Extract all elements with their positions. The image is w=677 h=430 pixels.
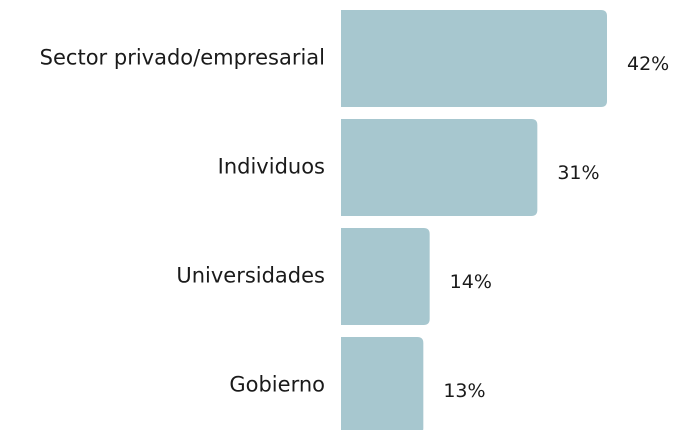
value-label: 13%: [443, 380, 485, 402]
value-label: 42%: [627, 53, 669, 75]
category-label: Gobierno: [229, 373, 325, 397]
bar: [341, 337, 424, 430]
bar: [341, 228, 430, 325]
value-label: 31%: [557, 162, 599, 184]
bar: [341, 10, 607, 107]
value-label: 14%: [450, 271, 492, 293]
category-label: Individuos: [218, 155, 325, 179]
category-label: Universidades: [176, 264, 325, 288]
bar: [341, 119, 538, 216]
category-label: Sector privado/empresarial: [40, 46, 325, 70]
